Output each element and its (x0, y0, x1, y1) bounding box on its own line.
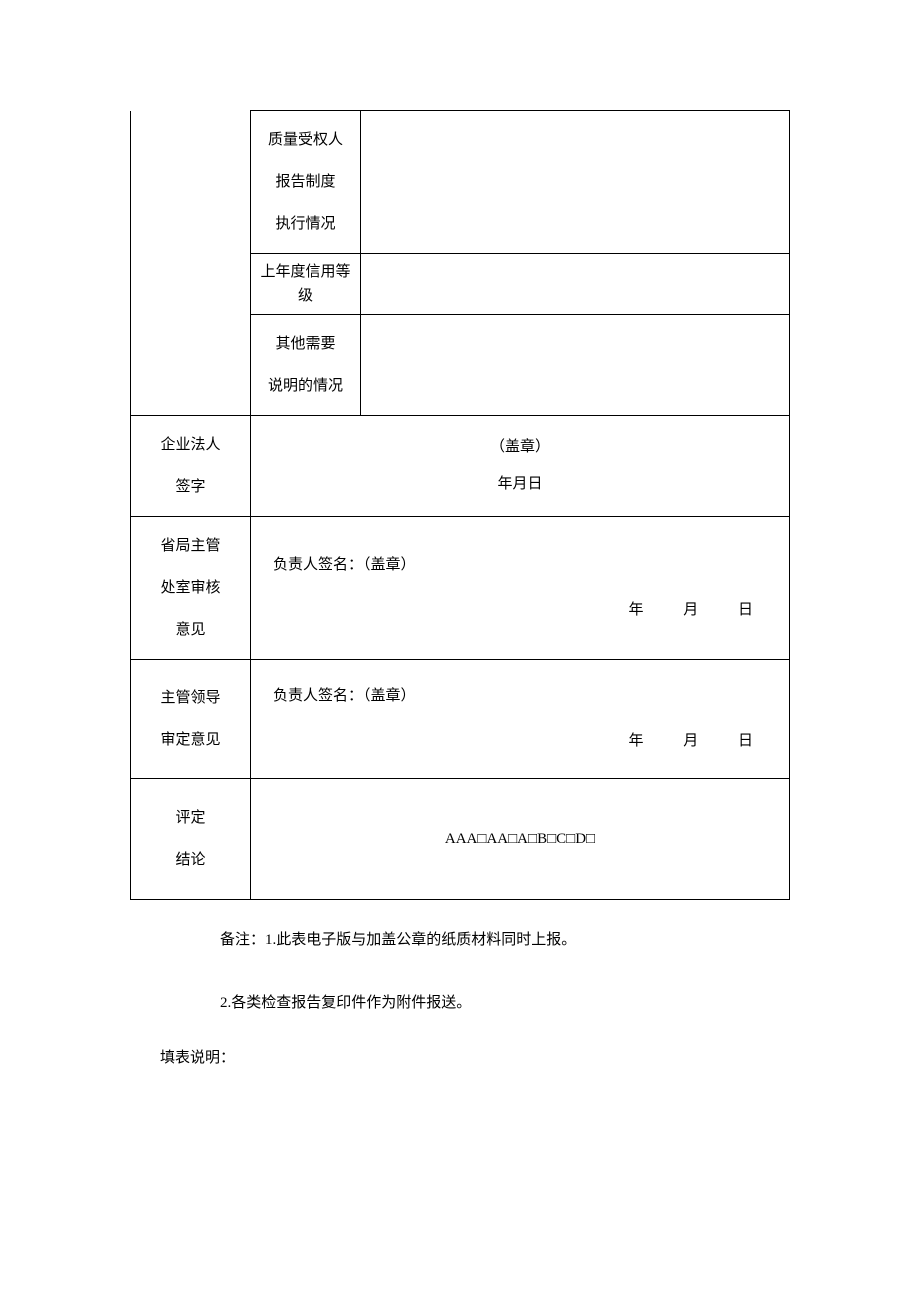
legal-person-date: 年月日 (261, 466, 779, 504)
footer-note-2: 2.各类检查报告复印件作为附件报送。 (130, 981, 790, 1026)
provincial-review-line2: 处室审核 (141, 567, 240, 609)
quality-auth-line1: 质量受权人 (261, 119, 350, 161)
provincial-date-year: 年 (628, 588, 643, 633)
other-notes-line2: 说明的情况 (261, 365, 350, 407)
quality-auth-label: 质量受权人 报告制度 执行情况 (251, 111, 361, 254)
legal-person-signature-area[interactable]: （盖章） 年月日 (251, 416, 790, 517)
credit-grade-value[interactable] (361, 254, 790, 315)
quality-auth-line2: 报告制度 (261, 161, 350, 203)
rating-options-area[interactable]: AAA□AA□A□B□C□D□ (251, 779, 790, 900)
footer-note-1: 备注：1.此表电子版与加盖公章的纸质材料同时上报。 (130, 918, 790, 963)
left-section-empty-2 (131, 254, 251, 315)
quality-auth-line3: 执行情况 (261, 203, 350, 245)
leader-review-sig-label: 负责人签名：（盖章） (267, 674, 773, 719)
provincial-review-date: 年 月 日 (267, 588, 773, 633)
quality-auth-value[interactable] (361, 111, 790, 254)
leader-date-month: 月 (683, 719, 698, 764)
evaluation-table: 质量受权人 报告制度 执行情况 上年度信用等级 其他需要 说明的情况 企业法人 … (130, 110, 790, 900)
other-notes-label: 其他需要 说明的情况 (251, 315, 361, 416)
legal-person-label: 企业法人 签字 (131, 416, 251, 517)
rating-label: 评定 结论 (131, 779, 251, 900)
provincial-review-line3: 意见 (141, 609, 240, 651)
rating-line1: 评定 (141, 797, 240, 839)
leader-review-label: 主管领导 审定意见 (131, 660, 251, 779)
rating-options: AAA□AA□A□B□C□D□ (445, 831, 595, 847)
provincial-review-sig-label: 负责人签名：（盖章） (267, 543, 773, 588)
provincial-review-line1: 省局主管 (141, 525, 240, 567)
provincial-date-month: 月 (683, 588, 698, 633)
left-section-empty (131, 111, 251, 254)
leader-review-signature-area[interactable]: 负责人签名：（盖章） 年 月 日 (251, 660, 790, 779)
legal-person-line1: 企业法人 (141, 424, 240, 466)
rating-line2: 结论 (141, 839, 240, 881)
other-notes-value[interactable] (361, 315, 790, 416)
other-notes-line1: 其他需要 (261, 323, 350, 365)
fill-description-label: 填表说明： (130, 1036, 790, 1081)
legal-person-line2: 签字 (141, 466, 240, 508)
provincial-date-day: 日 (738, 588, 753, 633)
leader-date-day: 日 (738, 719, 753, 764)
leader-review-line1: 主管领导 (141, 677, 240, 719)
credit-grade-label: 上年度信用等级 (251, 254, 361, 315)
legal-person-stamp: （盖章） (261, 429, 779, 467)
left-section-empty-3 (131, 315, 251, 416)
provincial-review-label: 省局主管 处室审核 意见 (131, 517, 251, 660)
leader-date-year: 年 (628, 719, 643, 764)
leader-review-line2: 审定意见 (141, 719, 240, 761)
leader-review-date: 年 月 日 (267, 719, 773, 764)
provincial-review-signature-area[interactable]: 负责人签名：（盖章） 年 月 日 (251, 517, 790, 660)
